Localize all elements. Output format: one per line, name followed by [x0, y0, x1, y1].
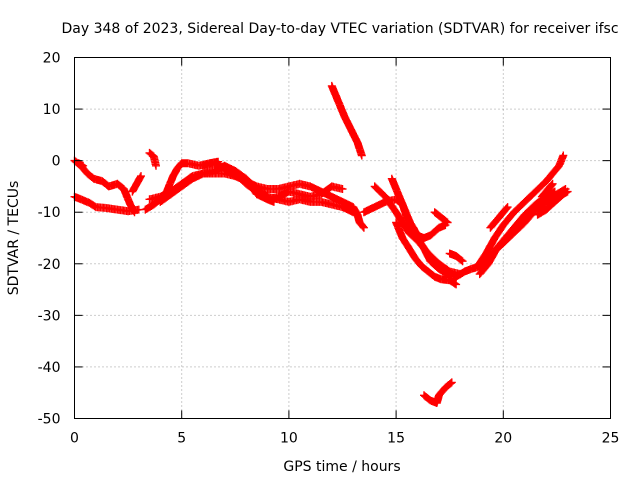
y-tick-label: -40: [38, 360, 61, 376]
x-tick-label: 15: [387, 431, 405, 447]
series-arc-6: [145, 148, 160, 170]
series-arc-10: [220, 164, 347, 204]
y-tick-label: 0: [52, 154, 61, 170]
plot-frame: [74, 57, 611, 419]
x-tick-label: 20: [494, 431, 512, 447]
y-tick-label: 10: [43, 102, 61, 118]
series-arc-11: [327, 81, 366, 160]
axis-ticks: [74, 57, 611, 419]
y-axis-label: SDTVAR / TECUs: [6, 181, 22, 296]
x-tick-label: 5: [177, 431, 186, 447]
series-arc-3: [74, 159, 88, 170]
chart-title: Day 348 of 2023, Sidereal Day-to-day VTE…: [61, 21, 618, 37]
x-tick-label: 10: [280, 431, 298, 447]
data-marks: [70, 81, 572, 407]
series-arc-7: [145, 169, 368, 232]
y-tick-label: 20: [43, 51, 61, 67]
tick-labels: 0 5 10 15 20 25 20 10 0 -10 -20 -30 -40 -50: [38, 51, 620, 447]
series-arc-16: [430, 208, 452, 227]
series-arc-15: [392, 218, 461, 289]
series-arc-25: [537, 179, 557, 201]
series-arc-24: [533, 187, 572, 219]
series-arc-22: [486, 203, 512, 232]
series-arc-14: [387, 174, 461, 281]
x-tick-label: 0: [70, 431, 79, 447]
x-tick-label: 25: [602, 431, 620, 447]
series-arc-20: [473, 151, 568, 271]
series-arc-19: [420, 378, 456, 407]
series-arc-4: [128, 172, 145, 196]
y-tick-label: -50: [38, 412, 61, 428]
series-arc-23: [490, 185, 570, 255]
y-tick-label: -30: [38, 308, 61, 324]
series-arc-17: [445, 249, 467, 266]
y-tick-label: -10: [38, 205, 61, 221]
x-axis-label: GPS time / hours: [283, 459, 400, 475]
y-tick-label: -20: [38, 257, 61, 273]
